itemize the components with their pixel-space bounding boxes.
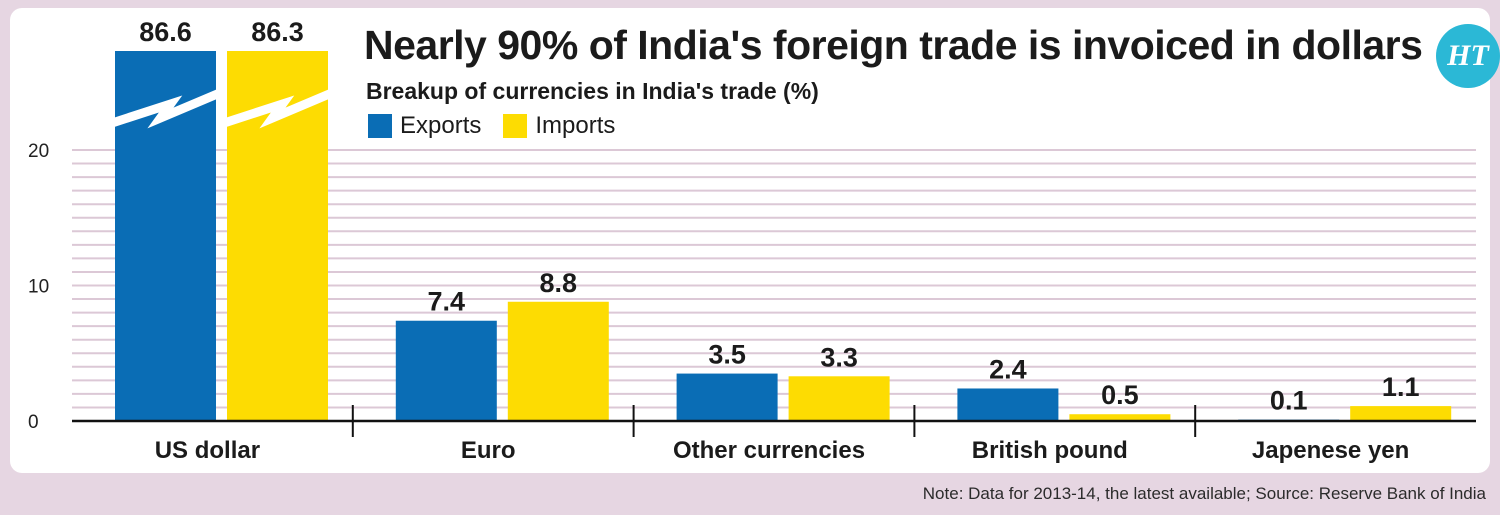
category-label: Euro <box>461 437 516 464</box>
chart-card: 0 10 20 86.6 86.3 US dollar 7.4 8.8 Euro 3.5 3.3 Ot… <box>10 8 1500 473</box>
chart-title: Nearly 90% of India's foreign trade is i… <box>364 22 1423 68</box>
bar-imports-british-pound <box>1069 414 1171 421</box>
bar-exports-other-currencies <box>676 373 778 421</box>
bar-exports-british-pound <box>957 388 1059 421</box>
legend-imports: Imports <box>503 112 615 140</box>
y-tick-label: 0 <box>28 412 39 433</box>
y-tick-label: 10 <box>28 277 49 298</box>
category-label: US dollar <box>155 437 260 464</box>
value-label: 2.4 <box>989 354 1027 384</box>
legend-exports: Exports <box>368 112 481 140</box>
bar-exports-euro <box>395 320 497 421</box>
y-tick-label: 20 <box>28 141 49 162</box>
value-label: 8.8 <box>540 268 578 298</box>
value-label: 1.1 <box>1382 372 1420 402</box>
value-label: 0.1 <box>1270 386 1308 416</box>
value-label: 86.3 <box>251 17 304 47</box>
value-label: 86.6 <box>139 17 192 47</box>
axis-break-mark <box>219 87 336 129</box>
legend-imports-label: Imports <box>535 112 616 139</box>
bar-imports-japenese-yen <box>1350 406 1452 421</box>
bar-chart: 0 10 20 86.6 86.3 US dollar 7.4 8.8 Euro 3.5 3.3 Ot… <box>28 17 1476 464</box>
source-note: Note: Data for 2013-14, the latest avail… <box>922 484 1486 503</box>
category-label: Other currencies <box>673 437 865 464</box>
legend: Exports Imports <box>368 112 627 140</box>
value-label: 3.3 <box>820 342 858 372</box>
imports-swatch <box>503 114 528 138</box>
bar-imports-euro <box>507 301 609 421</box>
axis-break-mark <box>107 87 224 129</box>
legend-exports-label: Exports <box>400 112 482 139</box>
category-label: Japenese yen <box>1252 437 1409 464</box>
ht-logo: HT <box>1436 24 1500 88</box>
exports-swatch <box>368 114 392 138</box>
value-label: 3.5 <box>708 340 746 370</box>
value-label: 7.4 <box>428 287 466 317</box>
value-label: 0.5 <box>1101 380 1139 410</box>
chart-subtitle: Breakup of currencies in India's trade (… <box>366 78 819 104</box>
bar-imports-other-currencies <box>788 376 890 421</box>
category-label: British pound <box>972 437 1128 464</box>
